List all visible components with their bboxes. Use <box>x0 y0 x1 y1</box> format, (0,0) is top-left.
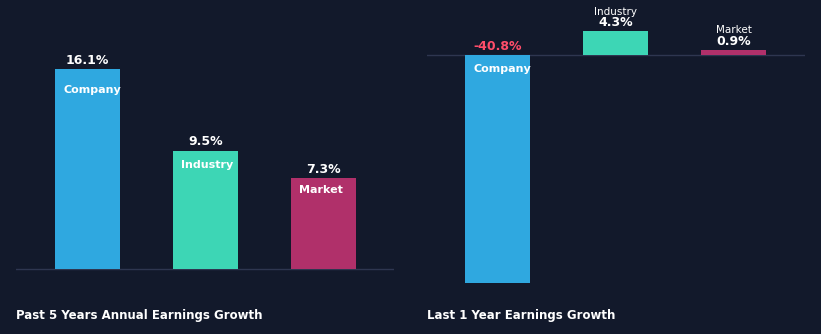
Text: 7.3%: 7.3% <box>306 163 341 176</box>
Text: Company: Company <box>63 85 121 95</box>
Text: Past 5 Years Annual Earnings Growth: Past 5 Years Annual Earnings Growth <box>16 309 263 322</box>
Bar <box>55 69 120 269</box>
Bar <box>291 178 355 269</box>
Text: Company: Company <box>474 63 531 73</box>
Text: -40.8%: -40.8% <box>474 40 522 53</box>
Text: 0.9%: 0.9% <box>717 35 751 48</box>
Bar <box>466 55 530 283</box>
Text: 4.3%: 4.3% <box>599 16 633 29</box>
Text: Market: Market <box>716 25 752 35</box>
Text: Industry: Industry <box>594 7 637 17</box>
Bar <box>701 50 766 55</box>
Text: Last 1 Year Earnings Growth: Last 1 Year Earnings Growth <box>427 309 615 322</box>
Bar <box>583 31 649 55</box>
Text: Industry: Industry <box>181 160 233 170</box>
Text: 9.5%: 9.5% <box>188 136 222 149</box>
Text: Market: Market <box>299 185 343 195</box>
Bar <box>172 151 238 269</box>
Text: 16.1%: 16.1% <box>66 54 109 67</box>
